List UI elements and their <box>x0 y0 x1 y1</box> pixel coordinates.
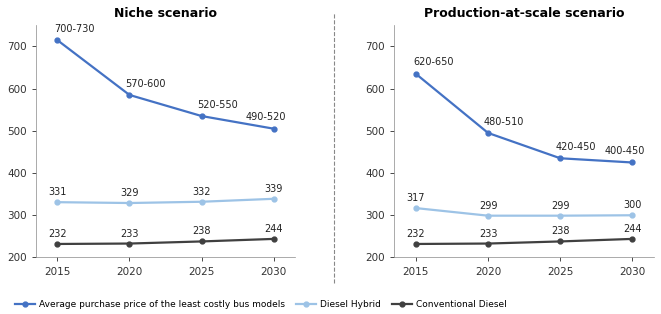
Text: 331: 331 <box>48 187 67 197</box>
Text: 420-450: 420-450 <box>556 142 596 152</box>
Title: Niche scenario: Niche scenario <box>114 7 217 20</box>
Text: 400-450: 400-450 <box>605 146 645 156</box>
Text: 299: 299 <box>551 201 570 211</box>
Text: 620-650: 620-650 <box>413 57 453 68</box>
Text: 244: 244 <box>623 224 642 234</box>
Text: 233: 233 <box>120 229 139 239</box>
Legend: Average purchase price of the least costly bus models, Diesel Hybrid, Convention: Average purchase price of the least cost… <box>11 296 511 313</box>
Text: 700-730: 700-730 <box>54 24 95 34</box>
Text: 299: 299 <box>479 201 497 211</box>
Text: 332: 332 <box>192 187 211 197</box>
Text: 232: 232 <box>48 229 67 239</box>
Text: 329: 329 <box>120 188 139 198</box>
Text: 233: 233 <box>479 229 497 239</box>
Text: 520-550: 520-550 <box>198 100 238 110</box>
Text: 490-520: 490-520 <box>246 112 286 122</box>
Text: 317: 317 <box>407 193 425 203</box>
Text: 339: 339 <box>264 184 283 194</box>
Text: 232: 232 <box>407 229 425 239</box>
Text: 238: 238 <box>192 226 211 236</box>
Title: Production-at-scale scenario: Production-at-scale scenario <box>424 7 625 20</box>
Text: 300: 300 <box>623 200 642 210</box>
Text: 480-510: 480-510 <box>484 116 524 127</box>
Text: 570-600: 570-600 <box>126 78 166 89</box>
Text: 238: 238 <box>551 226 570 236</box>
Text: 244: 244 <box>264 224 283 234</box>
